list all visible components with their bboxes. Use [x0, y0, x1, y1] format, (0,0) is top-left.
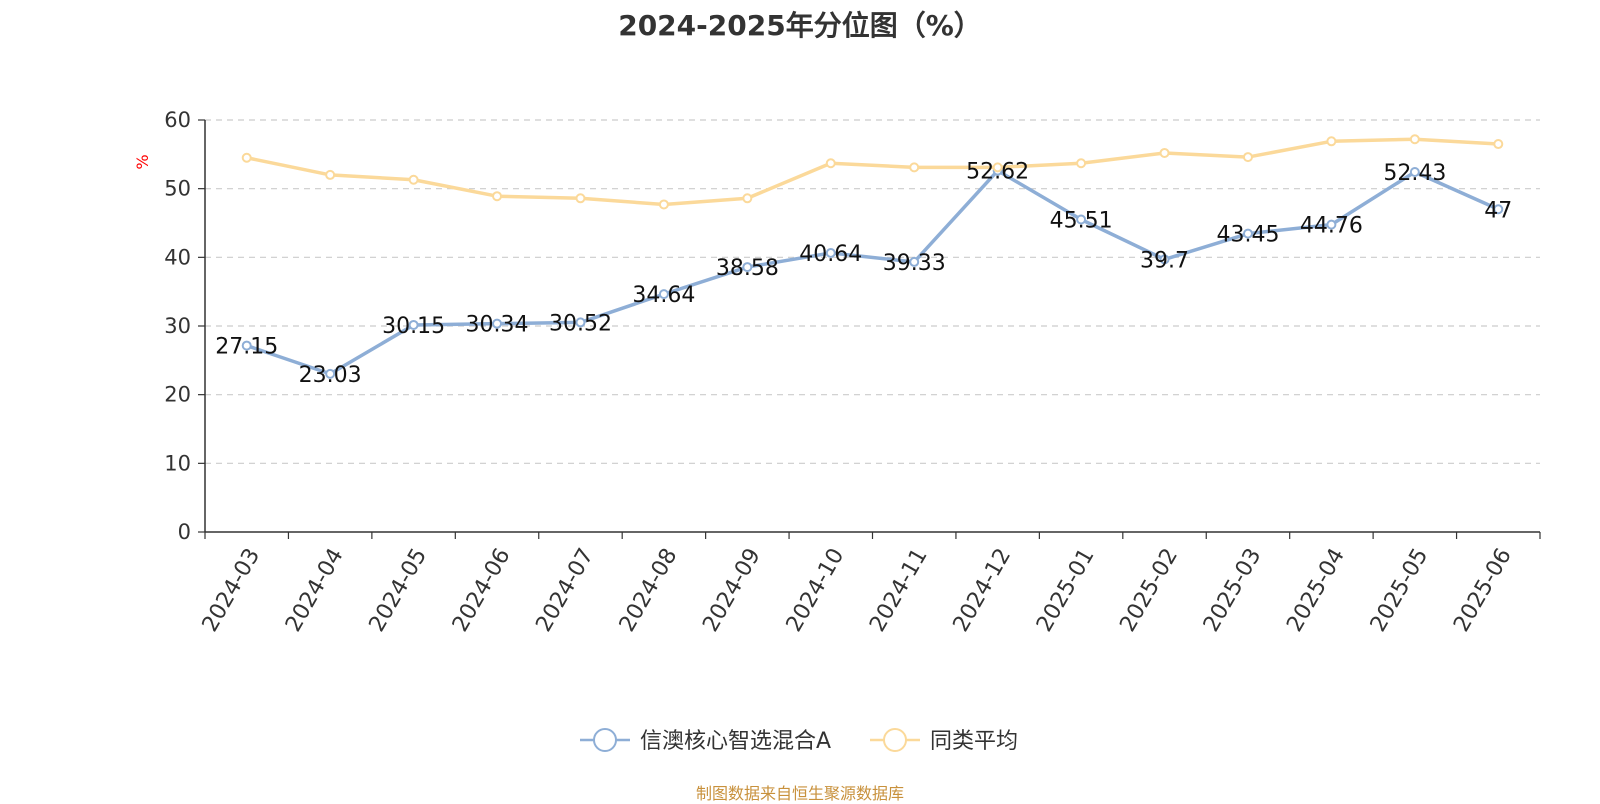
data-point-2 — [1409, 134, 1420, 145]
data-label: 30.52 — [549, 311, 612, 336]
data-point-2 — [241, 152, 252, 163]
data-label: 52.62 — [966, 160, 1029, 185]
x-tick-label: 2024-06 — [448, 544, 516, 636]
y-tick-label: 10 — [164, 451, 191, 475]
series-line-2 — [246, 137, 1499, 207]
data-label: 30.34 — [466, 313, 529, 338]
legend-marker-2 — [883, 728, 907, 752]
data-point-2 — [909, 162, 920, 173]
x-tick-label: 2025-06 — [1449, 544, 1517, 636]
x-tick-label: 2024-05 — [365, 544, 433, 636]
data-point-2 — [825, 158, 836, 169]
chart-title: 2024-2025年分位图（%） — [618, 9, 982, 42]
data-point-2 — [1493, 139, 1504, 150]
data-point-2 — [492, 191, 503, 202]
data-label: 52.43 — [1383, 161, 1446, 186]
x-tick-label: 2025-04 — [1282, 544, 1350, 636]
x-tick-label: 2024-11 — [865, 544, 933, 636]
data-point-2 — [658, 199, 669, 210]
x-tick-label: 2024-03 — [198, 544, 266, 636]
data-point-1 — [408, 319, 419, 330]
data-point-1 — [241, 340, 252, 351]
data-label: 34.64 — [632, 283, 695, 308]
data-label: 44.76 — [1300, 214, 1363, 239]
x-tick-label: 2024-08 — [615, 544, 683, 636]
y-tick-label: 60 — [164, 108, 191, 132]
x-tick-label: 2024-09 — [698, 544, 766, 636]
data-point-2 — [325, 169, 336, 180]
data-point-2 — [1159, 147, 1170, 158]
data-point-2 — [992, 162, 1003, 173]
y-tick-label: 30 — [164, 314, 191, 338]
data-point-1 — [575, 317, 586, 328]
data-label: 39.7 — [1140, 248, 1189, 273]
series-line-1 — [246, 168, 1499, 376]
data-point-1 — [1409, 166, 1420, 177]
x-tick-label: 2024-04 — [281, 544, 349, 636]
legend-label: 同类平均 — [930, 729, 1018, 754]
data-point-1 — [1159, 254, 1170, 265]
data-point-2 — [408, 174, 419, 185]
data-label: 30.15 — [382, 314, 445, 339]
data-point-1 — [909, 256, 920, 267]
x-tick-label: 2025-05 — [1366, 544, 1434, 636]
x-tick-label: 2024-07 — [531, 544, 599, 636]
data-label: 27.15 — [215, 335, 278, 360]
legend-label: 信澳核心智选混合A — [640, 729, 831, 754]
data-label: 23.03 — [299, 363, 362, 388]
data-point-1 — [825, 247, 836, 258]
legend-marker-1 — [593, 728, 617, 752]
data-point-1 — [1493, 204, 1504, 215]
data-point-2 — [742, 193, 753, 204]
data-point-1 — [658, 289, 669, 300]
data-label: 39.33 — [883, 251, 946, 276]
data-point-2 — [1326, 136, 1337, 147]
data-label: 38.58 — [716, 256, 779, 281]
data-point-1 — [1076, 214, 1087, 225]
x-tick-label: 2025-02 — [1115, 544, 1183, 636]
data-point-2 — [1076, 158, 1087, 169]
y-axis-label: % — [133, 154, 152, 169]
data-point-1 — [325, 368, 336, 379]
x-tick-label: 2024-12 — [949, 544, 1017, 636]
x-tick-label: 2025-01 — [1032, 544, 1100, 636]
y-tick-label: 50 — [164, 177, 191, 201]
data-label: 45.51 — [1050, 208, 1113, 233]
data-label: 43.45 — [1216, 223, 1279, 248]
data-point-2 — [1242, 152, 1253, 163]
y-tick-label: 0 — [178, 520, 191, 544]
source-footnote: 制图数据来自恒生聚源数据库 — [695, 784, 904, 803]
data-label: 40.64 — [799, 242, 862, 267]
data-point-1 — [492, 318, 503, 329]
data-label: 47 — [1484, 198, 1512, 223]
data-point-1 — [1326, 219, 1337, 230]
data-point-1 — [742, 262, 753, 273]
y-tick-label: 40 — [164, 245, 191, 269]
y-tick-label: 20 — [164, 383, 191, 407]
data-point-2 — [575, 193, 586, 204]
x-tick-label: 2024-10 — [782, 544, 850, 636]
data-point-1 — [1242, 228, 1253, 239]
x-tick-label: 2025-03 — [1199, 544, 1267, 636]
